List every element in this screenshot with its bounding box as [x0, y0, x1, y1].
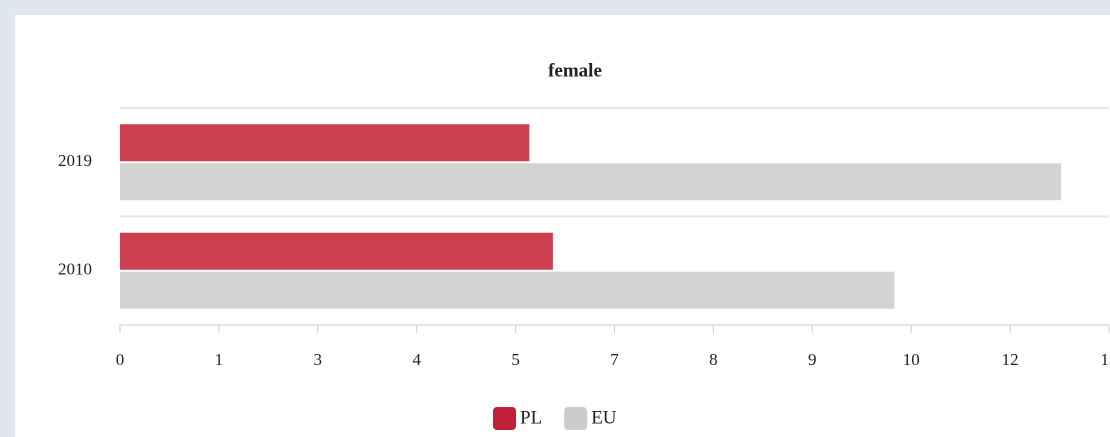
x-tick-label: 9	[808, 350, 817, 369]
bar	[120, 271, 895, 309]
legend-swatch	[493, 407, 516, 430]
x-tick-label: 5	[511, 350, 520, 369]
x-tick-label: 4	[412, 350, 421, 369]
x-tick-label: 1	[215, 350, 224, 369]
chart-title: female	[548, 60, 602, 81]
bar	[120, 163, 1062, 201]
x-tick-label: 12	[1002, 350, 1019, 369]
legend-label: PL	[520, 407, 542, 428]
x-tick-label: 3	[314, 350, 323, 369]
x-tick-label: 0	[116, 350, 125, 369]
x-tick-label: 7	[610, 350, 619, 369]
y-tick-label: 2019	[58, 151, 92, 170]
bar	[120, 124, 530, 162]
legend-label: EU	[591, 407, 617, 428]
x-tick-label: 8	[709, 350, 718, 369]
y-tick-label: 2010	[58, 260, 92, 279]
x-tick-label: 10	[903, 350, 920, 369]
panel	[15, 15, 1110, 437]
bar	[120, 232, 553, 270]
legend-swatch	[564, 407, 588, 430]
x-tick-label: 13	[1101, 350, 1110, 369]
